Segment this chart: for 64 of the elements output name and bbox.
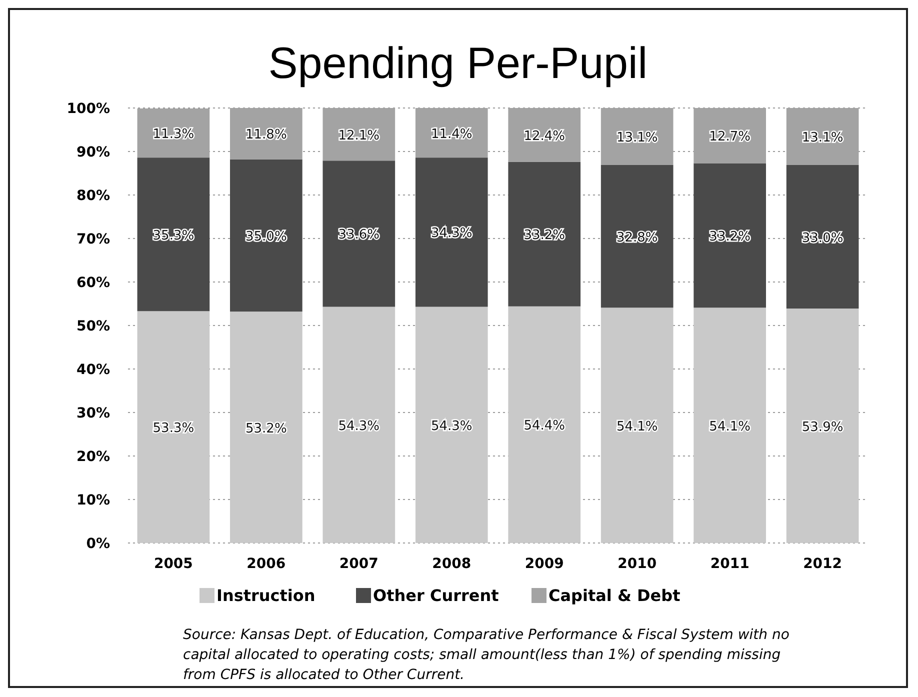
x-tick-label: 2006 <box>246 556 286 572</box>
data-label: 53.3% <box>152 421 194 436</box>
data-label: 11.8% <box>246 128 287 143</box>
bar <box>415 306 488 543</box>
data-label: 33.2% <box>709 229 750 244</box>
data-label: 33.0% <box>802 230 844 246</box>
bar <box>508 162 581 306</box>
data-label: 54.3% <box>430 418 472 434</box>
data-label: 54.4% <box>524 418 566 434</box>
y-tick-label: 30% <box>76 406 110 422</box>
y-tick-label: 90% <box>76 144 110 160</box>
x-tick-label: 2007 <box>339 556 378 572</box>
legend-label: Capital & Debt <box>548 586 681 605</box>
y-tick-label: 100% <box>66 101 110 117</box>
x-tick-label: 2008 <box>432 556 472 572</box>
source-note: Source: Kansas Dept. of Education, Comparative Performance & Fiscal System with no capital allocated to operating costs; small amount(less than 1%) of spending missing from CPFS is allocated to Other Current. <box>183 627 790 683</box>
y-tick-label: 0% <box>86 536 110 552</box>
bar <box>322 160 396 307</box>
legend-label: Instruction <box>216 586 316 605</box>
bar <box>694 308 766 543</box>
y-tick-label: 40% <box>76 362 110 378</box>
bar <box>786 308 859 543</box>
data-label: 11.4% <box>430 126 472 142</box>
bar <box>415 158 488 307</box>
data-label: 12.1% <box>338 128 380 144</box>
x-tick-label: 2011 <box>710 556 750 572</box>
chart-title: Spending Per-Pupil <box>268 39 648 88</box>
data-label: 54.1% <box>616 419 658 434</box>
bar <box>137 158 210 312</box>
data-label: 11.3% <box>152 127 194 142</box>
data-label: 54.1% <box>709 419 750 434</box>
y-tick-label: 70% <box>76 232 110 248</box>
bar <box>322 306 396 543</box>
data-label: 53.2% <box>246 421 287 436</box>
data-label: 12.7% <box>709 130 750 145</box>
data-label: 32.8% <box>616 230 658 246</box>
bar <box>230 312 302 543</box>
y-tick-label: 50% <box>76 318 110 334</box>
data-label: 33.6% <box>338 228 380 243</box>
bar <box>508 306 581 543</box>
data-label: 35.0% <box>246 229 287 244</box>
data-label: 13.1% <box>802 130 844 146</box>
legend-label: Other Current <box>373 586 500 605</box>
y-tick-label: 60% <box>76 275 110 291</box>
x-tick-label: 2005 <box>154 556 193 572</box>
bar <box>694 163 766 308</box>
x-tick-label: 2012 <box>803 556 842 572</box>
x-tick-label: 2009 <box>524 556 564 572</box>
bar <box>230 159 302 312</box>
data-label: 33.2% <box>524 228 566 244</box>
data-label: 12.4% <box>524 128 566 144</box>
bar <box>786 164 859 309</box>
bar <box>137 311 210 543</box>
data-label: 54.3% <box>338 418 380 434</box>
y-tick-label: 80% <box>76 188 110 204</box>
data-label: 34.3% <box>430 226 472 242</box>
x-tick-label: 2010 <box>618 556 657 572</box>
bar <box>600 164 674 308</box>
y-tick-label: 20% <box>76 449 110 465</box>
data-label: 13.1% <box>616 130 658 146</box>
data-label: 53.9% <box>802 420 844 435</box>
bar <box>600 308 674 543</box>
data-label: 35.3% <box>152 228 194 244</box>
y-tick-label: 10% <box>76 492 110 508</box>
